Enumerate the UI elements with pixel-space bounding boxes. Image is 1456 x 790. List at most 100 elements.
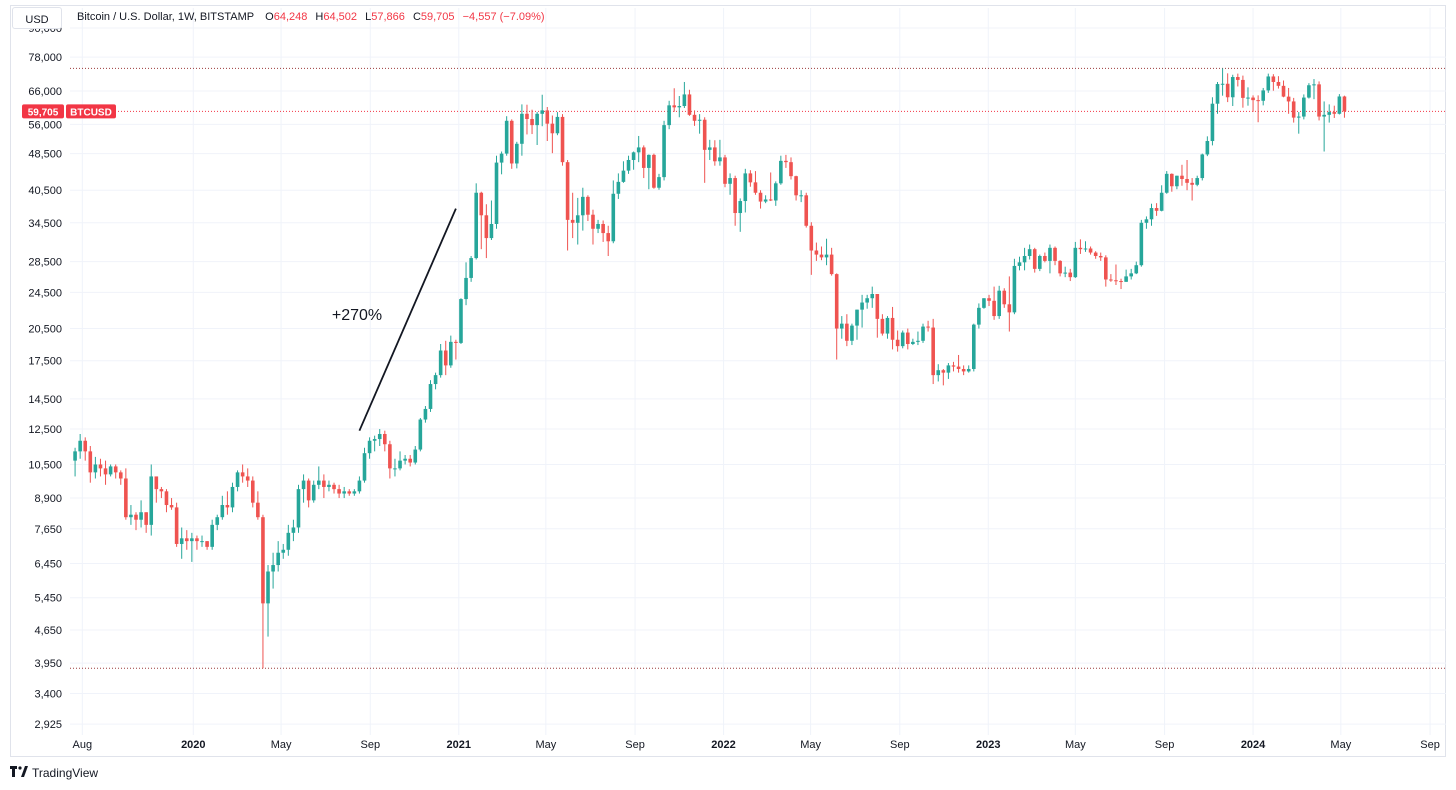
candle [1281,80,1286,98]
candle [895,330,900,352]
candle [464,262,468,306]
candle-body [190,538,194,542]
candle [1291,97,1296,123]
candle [636,135,641,163]
candle-body [377,433,382,440]
candle-body [1205,141,1210,155]
candle [103,460,108,485]
chart-frame [10,5,1446,757]
candle [982,298,986,309]
y-tick-label: 17,500 [28,356,62,368]
candle-body [230,486,235,508]
y-tick-label: 3,400 [34,689,62,701]
candle [398,451,402,471]
y-tick-label: 24,500 [28,287,62,299]
candle [575,197,580,245]
candle-body [1012,265,1017,313]
candle-body [743,173,748,202]
candle [494,155,499,229]
candle [1332,105,1337,118]
candle [515,141,519,169]
candle [291,519,296,542]
x-tick-label: May [535,739,556,751]
candle-body [1175,175,1179,187]
candle [1256,95,1260,123]
candle [865,294,869,309]
candle-body [738,201,743,214]
candle-body [591,214,595,229]
low-value: 57,866 [371,11,405,23]
candle-body [733,178,737,214]
candle-body [1139,222,1144,266]
candle-body [1063,272,1067,274]
candle [438,343,443,378]
candle-body [555,116,560,134]
candle [367,437,372,459]
candle [1002,288,1007,308]
candle [352,489,357,496]
candle-body [799,195,803,197]
candle-body [804,195,809,226]
candle [829,247,834,276]
tradingview-branding[interactable]: TradingView [10,765,98,780]
candle [733,175,737,226]
currency-button[interactable]: USD [12,7,62,29]
candle-body [215,517,220,525]
candle [885,316,890,339]
candle [748,170,753,187]
candle-body [1266,76,1271,91]
candle [1149,203,1154,226]
x-tick-label: May [800,739,821,751]
candle [159,486,164,499]
candle [824,238,829,266]
candle [1053,246,1057,266]
candle [616,173,621,199]
candle [1190,178,1194,201]
candle [1058,260,1062,277]
candle-body [484,215,489,239]
candle [1017,256,1022,271]
candle [1210,97,1215,146]
candle-body [306,480,311,501]
x-tick-label: Sep [1155,739,1175,751]
candle-body [1027,249,1032,256]
candle [855,309,859,340]
y-tick-label: 56,000 [28,119,62,131]
candle [1342,95,1347,118]
candle [936,364,941,382]
candle [555,112,560,136]
candle [1083,241,1088,252]
x-tick-label: 2020 [181,739,205,751]
candle [144,512,148,533]
candle-body [1144,219,1149,223]
candle [225,491,230,515]
candle [1027,244,1032,260]
candle [210,519,214,550]
candle [839,316,844,339]
candle [1337,94,1342,115]
candle [570,192,575,239]
candle-body [829,254,834,275]
candle-body [956,366,961,369]
candle [1276,76,1281,89]
candle-body [677,106,682,108]
candle-body [550,123,555,134]
candle-body [900,332,905,347]
candle [1078,239,1083,254]
candle-body [773,183,778,201]
candle-body [687,94,692,115]
candle [672,88,677,112]
candle [88,445,93,483]
candle-body [855,309,859,326]
candle-body [1291,101,1296,118]
y-tick-label: 6,450 [34,558,62,570]
candle-body [1296,116,1301,118]
y-tick-label: 12,500 [28,424,62,436]
candle-body [1307,85,1311,98]
candle-body [784,160,788,163]
candle [560,114,565,166]
current-price-value: 59,705 [28,107,59,118]
candle [1154,203,1159,216]
candle [474,183,478,260]
